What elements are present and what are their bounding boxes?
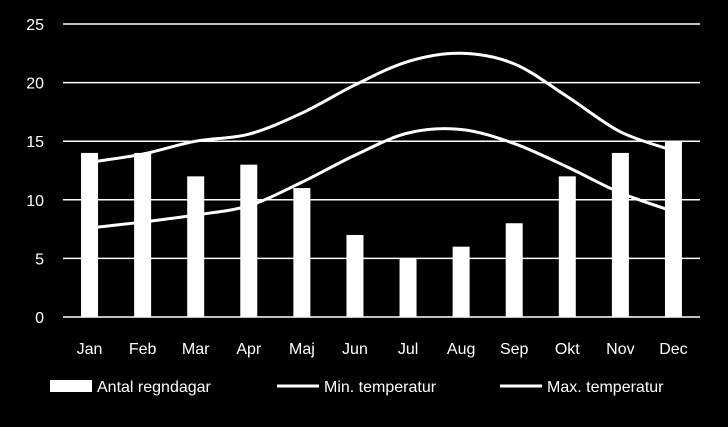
line-series: [89, 51, 674, 230]
x-tick-label-sep: Sep: [500, 341, 529, 358]
bar-nov: [611, 152, 629, 317]
x-tick-label-apr: Apr: [236, 341, 262, 358]
y-tick-label-25: 25: [26, 17, 44, 34]
bar-apr: [240, 164, 258, 317]
y-tick-label-20: 20: [26, 76, 44, 93]
legend-label-max-temperatur: Max. temperatur: [547, 379, 664, 396]
bar-jan: [81, 152, 99, 317]
bar-maj: [293, 188, 311, 317]
bar-series-antal-regndagar: [81, 141, 682, 317]
y-tick-label-5: 5: [35, 251, 44, 268]
bar-sep: [505, 223, 523, 317]
y-tick-label-15: 15: [26, 134, 44, 151]
x-tick-label-jun: Jun: [342, 341, 368, 358]
y-tick-label-0: 0: [35, 310, 44, 327]
x-axis-tick-labels: Jan Feb Mar Apr Maj Jun Jul Aug Sep Okt Nov Dec: [77, 341, 688, 358]
bar-jul: [399, 258, 417, 317]
bar-mar: [187, 176, 205, 317]
legend: Antal regndagar Min. temperatur Max. tem…: [50, 379, 664, 396]
bar-jun: [346, 234, 364, 317]
x-tick-label-aug: Aug: [447, 341, 475, 358]
bar-feb: [134, 152, 152, 317]
gridlines: [63, 23, 700, 318]
legend-label-min-temperatur: Min. temperatur: [324, 379, 437, 396]
bar-aug: [452, 246, 470, 317]
bar-dec: [664, 141, 682, 317]
legend-label-antal-regndagar: Antal regndagar: [97, 379, 212, 396]
line-min-temperatur: [89, 127, 674, 230]
line-max-temperatur: [89, 51, 674, 164]
x-tick-label-jul: Jul: [398, 341, 418, 358]
x-tick-label-maj: Maj: [289, 341, 315, 358]
x-tick-label-feb: Feb: [129, 341, 157, 358]
x-tick-label-mar: Mar: [182, 341, 210, 358]
bar-okt: [558, 176, 576, 317]
x-tick-label-jan: Jan: [77, 341, 103, 358]
y-tick-label-10: 10: [26, 193, 44, 210]
x-tick-label-dec: Dec: [659, 341, 687, 358]
legend-swatch-antal-regndagar: [50, 380, 92, 392]
x-tick-label-okt: Okt: [555, 341, 580, 358]
y-axis-tick-labels: 0 5 10 15 20 25: [26, 17, 44, 327]
x-tick-label-nov: Nov: [606, 341, 634, 358]
